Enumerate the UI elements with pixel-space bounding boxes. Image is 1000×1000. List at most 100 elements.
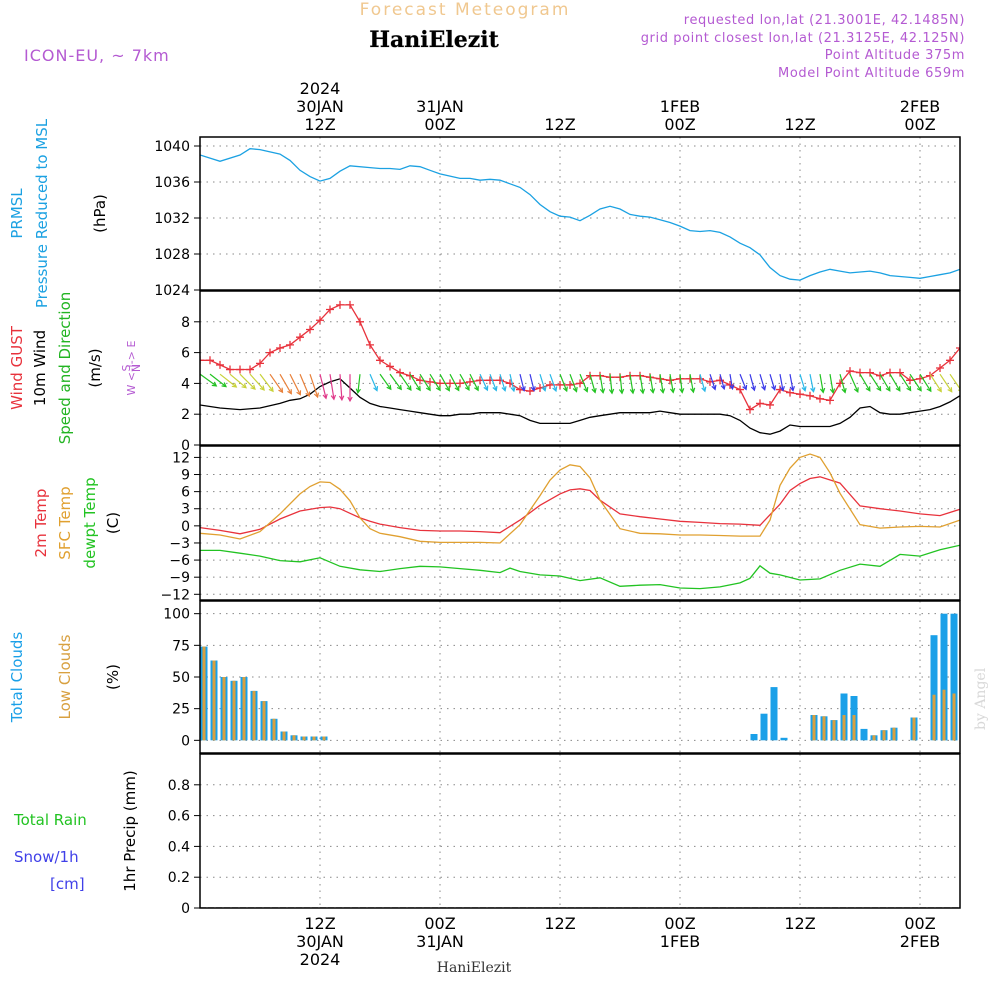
wind-arrow-shaft xyxy=(869,373,882,391)
wind-arrow-shaft xyxy=(299,373,310,397)
cloud-bar-low xyxy=(292,735,296,741)
wind-arrow-shaft xyxy=(589,373,596,393)
wind-arrow xyxy=(319,374,328,400)
wind-arrow-shaft xyxy=(389,373,402,390)
cloud-bar-low xyxy=(832,720,836,741)
wind-arrow-shaft xyxy=(499,373,506,391)
series-2m-line xyxy=(200,476,960,535)
bottom-tick-label: 12Z xyxy=(544,914,575,933)
gust-marker xyxy=(796,390,804,399)
gust-marker xyxy=(786,388,794,397)
wind-arrow-head xyxy=(492,385,498,392)
axis-label: Wind GUST xyxy=(8,325,26,410)
cloud-bar-low xyxy=(842,715,846,741)
wind-arrow-head xyxy=(618,388,625,395)
wind-arrow xyxy=(919,373,932,393)
wind-arrow-shaft xyxy=(959,374,960,376)
wind-arrow-head xyxy=(268,386,274,393)
axis-label: (C) xyxy=(104,512,122,534)
y-tick-label: 0.2 xyxy=(168,870,190,886)
wind-arrow-head xyxy=(241,383,247,389)
gust-marker xyxy=(356,317,364,326)
wind-arrow-head xyxy=(259,385,265,391)
wind-arrow xyxy=(479,373,489,392)
gust-marker xyxy=(446,379,454,388)
wind-arrow-shaft xyxy=(779,374,784,391)
gust-marker xyxy=(526,387,534,396)
wind-arrow xyxy=(608,374,615,395)
series-pressure-line xyxy=(200,148,960,281)
wind-arrow-head xyxy=(649,388,656,394)
wind-arrow-shaft xyxy=(629,374,634,394)
y-tick-label: −3 xyxy=(169,536,190,552)
point-altitude: Point Altitude 375m xyxy=(825,48,965,63)
wind-arrow-head xyxy=(906,385,912,392)
wind-arrow xyxy=(549,373,558,393)
wind-arrow-shaft xyxy=(789,374,794,391)
top-tick-label: 1FEB xyxy=(660,97,700,116)
gust-marker xyxy=(556,380,564,389)
wind-arrow-head xyxy=(373,386,379,392)
wind-arrow xyxy=(618,374,625,395)
gust-marker xyxy=(406,371,414,380)
gust-marker xyxy=(546,380,554,389)
wind-arrow xyxy=(759,373,767,392)
panel-temperature-plot xyxy=(200,453,960,590)
wind-arrow-shaft xyxy=(229,373,247,389)
y-tick-label: −9 xyxy=(169,570,190,586)
cloud-bar-low xyxy=(262,701,266,741)
wind-arrow-head xyxy=(819,387,826,394)
wind-arrow-shaft xyxy=(209,373,227,388)
wind-arrow-shaft xyxy=(469,373,479,391)
gust-marker xyxy=(876,371,884,380)
gust-marker xyxy=(716,376,724,385)
y-tick-label: 1040 xyxy=(154,139,190,155)
gust-marker xyxy=(576,379,584,388)
wind-arrow xyxy=(389,373,402,391)
top-tick-label: 00Z xyxy=(904,115,935,134)
gust-marker xyxy=(726,380,734,389)
compass-rose: NW <-|-> ES xyxy=(120,341,143,396)
wind-arrow xyxy=(299,373,311,398)
top-tick-label: 00Z xyxy=(664,115,695,134)
wind-arrow xyxy=(419,373,431,392)
gust-marker xyxy=(200,356,204,365)
wind-arrow-shaft xyxy=(919,373,932,392)
wind-arrow-head xyxy=(386,384,392,391)
y-tick-label: 1024 xyxy=(154,283,190,299)
wind-arrow-shaft xyxy=(379,373,392,390)
axis-label: dewpt Temp xyxy=(81,477,99,568)
cloud-bar-low xyxy=(892,727,896,741)
wind-arrow-head xyxy=(829,388,836,394)
y-tick-label: 0.4 xyxy=(168,839,190,855)
wind-arrow xyxy=(649,374,656,394)
wind-arrow xyxy=(347,374,353,403)
wind-arrow xyxy=(355,374,361,395)
gust-marker xyxy=(366,340,374,349)
cloud-bar-low xyxy=(963,681,966,741)
wind-arrow xyxy=(729,374,735,391)
wind-arrow xyxy=(439,373,450,392)
y-tick-label: 4 xyxy=(181,376,190,392)
cloud-bar-low xyxy=(212,660,216,741)
wind-arrow-head xyxy=(761,385,767,392)
wind-arrow xyxy=(229,373,247,389)
wind-arrow-shaft xyxy=(357,374,361,393)
gust-marker xyxy=(956,343,960,352)
header: Forecast Meteogram HaniElezit ICON-EU, ~… xyxy=(24,0,965,81)
wind-arrow xyxy=(379,373,392,391)
gust-marker xyxy=(846,367,854,376)
wind-arrow-shaft xyxy=(279,373,292,395)
panel-clouds-labels: Total Clouds Low Clouds (%) xyxy=(8,632,122,724)
wind-arrow-head xyxy=(926,386,932,393)
wind-arrow-shaft xyxy=(599,374,604,393)
wind-arrow-shaft xyxy=(749,374,755,391)
wind-arrow xyxy=(509,374,516,393)
wind-arrow xyxy=(839,373,847,394)
wind-arrow-head xyxy=(313,392,319,399)
wind-arrow xyxy=(499,373,507,392)
panel-pressure-frame xyxy=(199,136,961,291)
wind-arrow-shaft xyxy=(429,373,441,391)
